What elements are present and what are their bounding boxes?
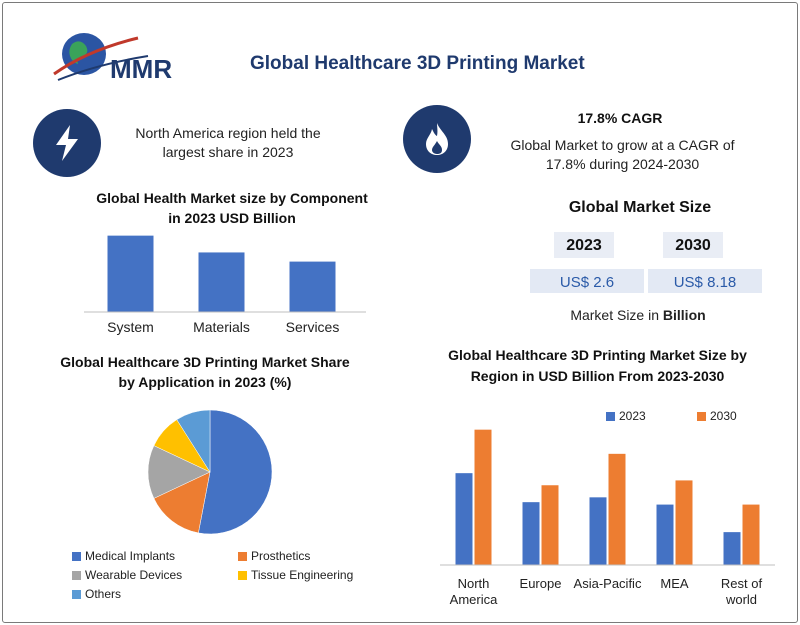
cagr-text: Global Market to grow at a CAGR of 17.8%…	[510, 137, 735, 172]
region-bar-2023-rest-of-world	[723, 532, 741, 565]
value-2023-box: US$ 2.6	[530, 269, 644, 293]
region-bar-2030-asia-pacific	[608, 453, 626, 565]
region-tick-label: Asia-Pacific	[574, 576, 642, 591]
year-2030-box: 2030	[663, 232, 723, 258]
page-title: Global Healthcare 3D Printing Market	[250, 53, 585, 74]
legend-label: 2030	[710, 409, 737, 423]
legend-item-others: Others	[72, 587, 121, 601]
region-tick-label: Rest of world	[721, 576, 763, 607]
pie-slice-prosthetics	[153, 471, 211, 534]
region-bar-2030-rest-of-world	[742, 504, 760, 565]
market-size-note: Market Size in Billion	[538, 307, 738, 323]
component-bar-chart: System Materials Services	[84, 235, 366, 335]
component-bar-services	[289, 261, 336, 312]
component-tick-label: System	[107, 319, 154, 335]
application-pie-chart	[147, 409, 273, 535]
pie-slice-medical-implants	[198, 409, 273, 535]
legend-swatch	[72, 551, 81, 561]
region-highlight-text: North America region held the largest sh…	[135, 125, 321, 160]
region-tick-label: MEA	[660, 576, 689, 591]
legend-swatch	[238, 570, 247, 580]
region-bar-2023-europe	[522, 502, 540, 565]
region-bar-2023-asia-pacific	[589, 497, 607, 565]
region-tick-label: North America	[450, 576, 498, 607]
region-bar-2030-north-america	[474, 429, 492, 565]
region-tick-label: Europe	[520, 576, 562, 591]
region-bar-chart: North America Europe Asia-Pacific MEA Rest of…	[440, 429, 775, 607]
legend-item-medical-implants: Medical Implants	[72, 549, 238, 563]
market-size-note-unit: Billion	[662, 307, 706, 323]
legend-label: Medical Implants	[85, 549, 176, 563]
market-size-title: Global Market Size	[568, 199, 712, 216]
legend-label: Tissue Engineering	[251, 568, 354, 582]
flame-icon	[403, 105, 471, 173]
cagr-title: 17.8% CAGR	[577, 110, 663, 126]
lightning-icon	[33, 109, 101, 177]
region-bar-2023-north-america	[455, 473, 473, 565]
legend-item-wearable-devices: Wearable Devices	[72, 568, 238, 582]
component-tick-label: Services	[286, 319, 340, 335]
legend-label: 2023	[619, 409, 646, 423]
legend-swatch	[606, 411, 615, 421]
legend-swatch	[72, 589, 81, 599]
legend-item-tissue-engineering: Tissue Engineering	[238, 568, 353, 582]
component-bar-materials	[198, 252, 245, 312]
legend-label: Others	[85, 587, 122, 601]
component-bar-system	[107, 235, 154, 312]
legend-item-prosthetics: Prosthetics	[238, 549, 310, 563]
year-2023-box: 2023	[554, 232, 614, 258]
region-bar-2030-europe	[541, 485, 559, 565]
legend-swatch	[238, 551, 247, 561]
mmr-logo: MMR	[48, 30, 208, 92]
region-bar-2023-mea	[656, 504, 674, 565]
market-size-note-prefix: Market Size in	[570, 307, 663, 323]
legend-label: Prosthetics	[251, 549, 311, 563]
component-tick-label: Materials	[193, 319, 250, 335]
region-legend-2023: 2023	[606, 409, 646, 423]
region-legend-2030: 2030	[697, 409, 737, 423]
region-chart-title: Global Healthcare 3D Printing Market Siz…	[448, 347, 747, 384]
pie-legend: Medical Implants Prosthetics Wearable De…	[72, 549, 392, 601]
value-2030-box: US$ 8.18	[648, 269, 762, 293]
pie-slice-wearable-devices	[147, 445, 211, 499]
legend-swatch	[72, 570, 81, 580]
logo-text: MMR	[110, 54, 172, 84]
region-bar-2030-mea	[675, 480, 693, 565]
application-chart-title: Global Healthcare 3D Printing Market Sha…	[60, 354, 350, 390]
component-chart-title: Global Health Market size by Component i…	[96, 190, 368, 226]
legend-swatch	[697, 411, 706, 421]
pie-slice-others	[176, 409, 211, 473]
legend-label: Wearable Devices	[85, 568, 183, 582]
